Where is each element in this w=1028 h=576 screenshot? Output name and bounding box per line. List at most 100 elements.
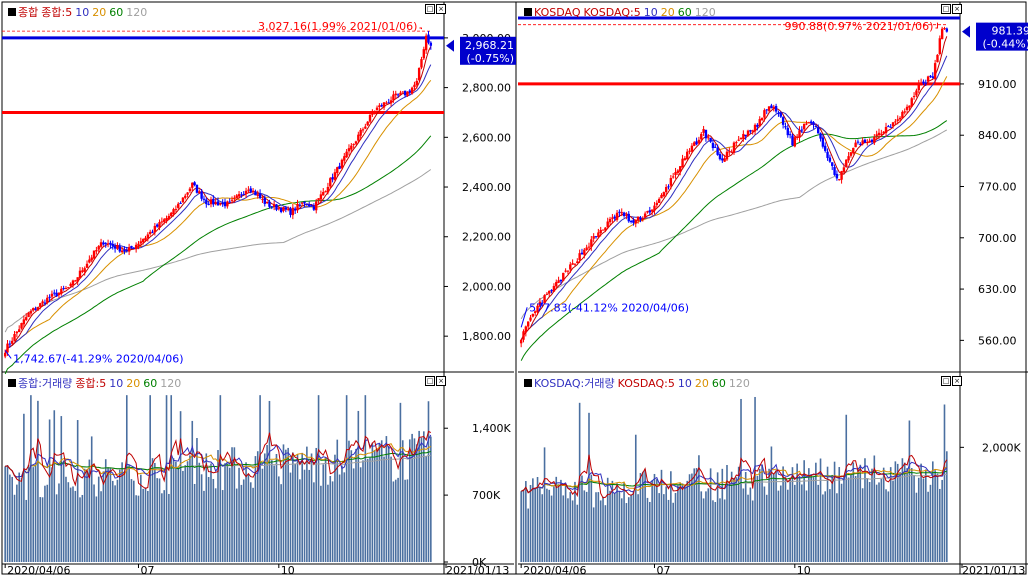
- kosdaq-price-maximize-button[interactable]: □: [941, 4, 951, 14]
- kospi-candle-body: [170, 212, 173, 217]
- kosdaq-volume-bar: [723, 499, 726, 562]
- kospi-high-arrow: [419, 27, 422, 30]
- kosdaq-volume-bar: [564, 484, 567, 562]
- kospi-volume-maximize-button[interactable]: □: [425, 376, 435, 386]
- kosdaq-volume-bar: [656, 479, 658, 562]
- kospi-candle-body: [41, 301, 44, 304]
- kospi-candle-body: [329, 178, 332, 187]
- kospi-candle-body: [235, 195, 238, 199]
- kosdaq-candle: [891, 121, 895, 129]
- kospi-volume-bar: [83, 468, 86, 562]
- kosdaq-volume-bar: [602, 496, 604, 562]
- kospi-candle: [249, 186, 252, 194]
- kospi-candle: [415, 78, 418, 89]
- kospi-volume-bar: [60, 416, 63, 562]
- kospi-candle-body: [291, 207, 295, 216]
- kosdaq-volume-bar: [627, 497, 630, 562]
- kosdaq-volume-bar: [763, 486, 766, 562]
- kospi-candle: [282, 206, 285, 213]
- kosdaq-candle: [812, 121, 815, 129]
- kosdaq-candle-body: [866, 142, 869, 144]
- kospi-volume-bar: [79, 497, 81, 562]
- kosdaq-candle-body: [847, 156, 850, 161]
- kospi-price-maximize-button[interactable]: □: [425, 4, 435, 14]
- kospi-candle-body: [25, 317, 28, 320]
- kosdaq-candle-body: [583, 249, 586, 255]
- kospi-candle: [389, 96, 393, 107]
- kospi-candle-body: [408, 90, 411, 93]
- kospi-candle-body: [415, 80, 418, 86]
- kosdaq-candle-body: [538, 301, 542, 307]
- kosdaq-candle-body: [744, 134, 747, 137]
- kosdaq-candle: [519, 339, 523, 348]
- kospi-candle: [275, 203, 278, 212]
- kospi-candle-body: [359, 129, 362, 136]
- kospi-volume-bar: [102, 471, 105, 562]
- kosdaq-candle: [908, 105, 911, 111]
- kosdaq-volume-bar: [772, 474, 775, 562]
- kospi-candle: [233, 195, 236, 203]
- kospi-candle: [247, 186, 250, 193]
- kospi-candle-body: [272, 204, 276, 207]
- kospi-candle: [254, 189, 257, 196]
- kosdaq-candle-body: [690, 145, 694, 152]
- kosdaq-candle: [657, 197, 661, 204]
- kosdaq-volume-bar: [550, 495, 553, 562]
- kosdaq-volume-bar: [810, 474, 812, 562]
- kosdaq-volume-maximize-button[interactable]: □: [941, 376, 951, 386]
- kospi-candle-body: [422, 49, 426, 59]
- kosdaq-volume-close-button[interactable]: ×: [952, 376, 962, 386]
- kosdaq-volume-bar: [702, 498, 705, 562]
- kosdaq-candle: [688, 148, 691, 155]
- kospi-candle: [263, 195, 266, 207]
- kospi-volume-bar: [404, 479, 406, 562]
- kospi-candle: [214, 198, 217, 206]
- kosdaq-candle-body: [620, 212, 623, 214]
- kospi-volume-bar: [430, 436, 432, 562]
- kosdaq-x-tick-label: 07: [656, 564, 670, 576]
- kosdaq-candle-body: [809, 121, 813, 124]
- kospi-volume-bar: [109, 468, 112, 562]
- kospi-candle: [368, 111, 372, 124]
- kosdaq-volume-bar: [546, 488, 548, 562]
- kosdaq-candle: [707, 134, 710, 141]
- kospi-candle-body: [286, 208, 290, 210]
- kospi-volume-bar: [6, 465, 9, 562]
- kospi-volume-close-button[interactable]: ×: [436, 376, 446, 386]
- kosdaq-volume-bar: [801, 484, 803, 562]
- kosdaq-volume-bar: [709, 468, 712, 562]
- kosdaq-volume-bar: [613, 492, 616, 562]
- kospi-volume-bar: [282, 444, 285, 562]
- kosdaq-candle: [772, 104, 775, 112]
- kosdaq-volume-bar: [761, 464, 763, 562]
- kospi-volume-bar: [217, 450, 219, 562]
- kospi-candle: [43, 299, 47, 306]
- kosdaq-price-close-button[interactable]: ×: [952, 4, 962, 14]
- kospi-candle-body: [268, 201, 271, 207]
- kosdaq-candle: [718, 151, 722, 161]
- kosdaq-volume-bar: [901, 458, 904, 562]
- kosdaq-candle: [704, 129, 708, 142]
- kosdaq-candle-body: [859, 143, 862, 145]
- kosdaq-candle-body: [828, 157, 832, 162]
- kospi-candle-body: [427, 34, 430, 43]
- kosdaq-candle: [889, 124, 892, 128]
- kospi-candle-body: [298, 204, 302, 206]
- kospi-candle: [111, 240, 114, 250]
- kosdaq-candle-body: [594, 236, 598, 238]
- kospi-candle-body: [53, 292, 56, 294]
- kospi-volume-bar: [18, 472, 21, 562]
- kospi-volume-legend: 종합:거래량 종합:5 10 20 60 120: [8, 377, 184, 391]
- kospi-candle-body: [277, 208, 281, 210]
- kosdaq-volume-bar: [843, 476, 845, 562]
- kospi-volume-bar: [144, 487, 147, 562]
- kospi-candle: [177, 202, 180, 210]
- kosdaq-volume-bar: [520, 491, 522, 562]
- kosdaq-candle: [894, 118, 897, 125]
- kospi-price-close-button[interactable]: ×: [436, 4, 446, 14]
- kospi-candle-body: [226, 201, 229, 207]
- kosdaq-volume-bar: [609, 490, 611, 562]
- kosdaq-volume-bar: [719, 498, 721, 562]
- kospi-candle: [62, 285, 65, 291]
- kosdaq-volume-bar: [691, 473, 693, 562]
